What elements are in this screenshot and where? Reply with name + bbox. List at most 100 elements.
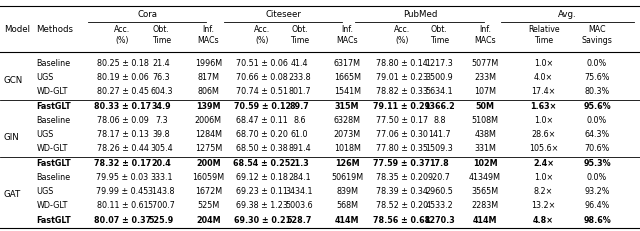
Text: 1.0×: 1.0× — [534, 116, 554, 125]
Text: MAC
Savings: MAC Savings — [582, 25, 612, 45]
Text: 79.01 ± 0.23: 79.01 ± 0.23 — [376, 73, 428, 82]
Text: 21.4: 21.4 — [152, 59, 170, 68]
Text: 68.54 ± 0.25: 68.54 ± 0.25 — [234, 159, 291, 168]
Text: Obt.
Time: Obt. Time — [430, 25, 449, 45]
Text: 1018M: 1018M — [334, 144, 360, 153]
Text: Inf.
MACs: Inf. MACs — [198, 25, 219, 45]
Text: 79.95 ± 0.03: 79.95 ± 0.03 — [97, 173, 148, 182]
Text: 8.8: 8.8 — [433, 116, 445, 125]
Text: 5077M: 5077M — [472, 59, 499, 68]
Text: 79.99 ± 0.45: 79.99 ± 0.45 — [97, 187, 148, 196]
Text: 305.4: 305.4 — [150, 144, 173, 153]
Text: WD-GLT: WD-GLT — [36, 144, 68, 153]
Text: 5634.1: 5634.1 — [426, 87, 453, 96]
Text: 1665M: 1665M — [333, 73, 361, 82]
Text: 34.9: 34.9 — [152, 102, 171, 111]
Text: 8.2×: 8.2× — [534, 187, 554, 196]
Text: 568M: 568M — [336, 201, 358, 210]
Text: 2.4×: 2.4× — [533, 159, 554, 168]
Text: 839M: 839M — [336, 187, 358, 196]
Text: 21.3: 21.3 — [290, 159, 309, 168]
Text: 801.7: 801.7 — [288, 87, 311, 96]
Text: 126M: 126M — [335, 159, 360, 168]
Text: 78.80 ± 0.14: 78.80 ± 0.14 — [376, 59, 428, 68]
Text: 16059M: 16059M — [192, 173, 225, 182]
Text: 200M: 200M — [196, 159, 221, 168]
Text: UGS: UGS — [36, 187, 54, 196]
Text: Acc.
(%): Acc. (%) — [254, 25, 270, 45]
Text: Baseline: Baseline — [36, 116, 70, 125]
Text: GIN: GIN — [4, 133, 20, 142]
Text: 61.0: 61.0 — [291, 130, 308, 139]
Text: 13.2×: 13.2× — [531, 201, 556, 210]
Text: 17.4×: 17.4× — [531, 87, 556, 96]
Text: 95.3%: 95.3% — [583, 159, 611, 168]
Text: 2006M: 2006M — [195, 116, 222, 125]
Text: 3565M: 3565M — [472, 187, 499, 196]
Text: 0.0%: 0.0% — [587, 173, 607, 182]
Text: 0.0%: 0.0% — [587, 59, 607, 68]
Text: 414M: 414M — [473, 216, 497, 225]
Text: Obt.
Time: Obt. Time — [290, 25, 309, 45]
Text: 204M: 204M — [196, 216, 221, 225]
Text: FastGLT: FastGLT — [36, 216, 71, 225]
Text: 1.0×: 1.0× — [534, 59, 554, 68]
Text: 78.06 ± 0.09: 78.06 ± 0.09 — [97, 116, 148, 125]
Text: 4533.2: 4533.2 — [426, 201, 453, 210]
Text: 80.07 ± 0.37: 80.07 ± 0.37 — [94, 216, 151, 225]
Text: 50619M: 50619M — [331, 173, 364, 182]
Text: 50M: 50M — [476, 102, 495, 111]
Text: 77.06 ± 0.30: 77.06 ± 0.30 — [376, 130, 428, 139]
Text: 141.7: 141.7 — [428, 130, 451, 139]
Text: 77.59 ± 0.37: 77.59 ± 0.37 — [373, 159, 431, 168]
Text: 78.26 ± 0.44: 78.26 ± 0.44 — [97, 144, 148, 153]
Text: WD-GLT: WD-GLT — [36, 201, 68, 210]
Text: Inf.
MACs: Inf. MACs — [474, 25, 496, 45]
Text: 95.6%: 95.6% — [583, 102, 611, 111]
Text: 68.47 ± 0.11: 68.47 ± 0.11 — [236, 116, 288, 125]
Text: 78.52 ± 0.20: 78.52 ± 0.20 — [376, 201, 428, 210]
Text: 333.1: 333.1 — [150, 173, 173, 182]
Text: 525M: 525M — [197, 201, 220, 210]
Text: FastGLT: FastGLT — [36, 102, 71, 111]
Text: 3434.1: 3434.1 — [286, 187, 313, 196]
Text: 4.8×: 4.8× — [533, 216, 554, 225]
Text: WD-GLT: WD-GLT — [36, 87, 68, 96]
Text: 68.50 ± 0.38: 68.50 ± 0.38 — [236, 144, 288, 153]
Text: 78.35 ± 0.20: 78.35 ± 0.20 — [376, 173, 428, 182]
Text: 78.39 ± 0.34: 78.39 ± 0.34 — [376, 187, 428, 196]
Text: 525.9: 525.9 — [148, 216, 174, 225]
Text: 8.6: 8.6 — [293, 116, 306, 125]
Text: 3500.9: 3500.9 — [426, 73, 453, 82]
Text: 2960.5: 2960.5 — [426, 187, 453, 196]
Text: 1270.3: 1270.3 — [424, 216, 455, 225]
Text: Model: Model — [4, 25, 30, 34]
Text: 4.0×: 4.0× — [534, 73, 554, 82]
Text: 69.38 ± 1.23: 69.38 ± 1.23 — [236, 201, 288, 210]
Text: 284.1: 284.1 — [288, 173, 311, 182]
Text: 80.19 ± 0.06: 80.19 ± 0.06 — [97, 73, 148, 82]
Text: 89.7: 89.7 — [290, 102, 309, 111]
Text: 5108M: 5108M — [472, 116, 499, 125]
Text: 5700.7: 5700.7 — [147, 201, 175, 210]
Text: 78.56 ± 0.68: 78.56 ± 0.68 — [373, 216, 431, 225]
Text: 1.0×: 1.0× — [534, 173, 554, 182]
Text: 414M: 414M — [335, 216, 360, 225]
Text: 93.2%: 93.2% — [584, 187, 610, 196]
Text: GAT: GAT — [4, 190, 21, 199]
Text: 438M: 438M — [474, 130, 496, 139]
Text: 102M: 102M — [473, 159, 497, 168]
Text: 6328M: 6328M — [333, 116, 361, 125]
Text: Citeseer: Citeseer — [265, 10, 301, 19]
Text: 69.30 ± 0.21: 69.30 ± 0.21 — [234, 216, 291, 225]
Text: PubMed: PubMed — [403, 10, 437, 19]
Text: Acc.
(%): Acc. (%) — [394, 25, 410, 45]
Text: 28.6×: 28.6× — [531, 130, 556, 139]
Text: 233.8: 233.8 — [288, 73, 311, 82]
Text: 75.6%: 75.6% — [584, 73, 610, 82]
Text: Relative
Time: Relative Time — [528, 25, 559, 45]
Text: 105.6×: 105.6× — [529, 144, 558, 153]
Text: 1366.2: 1366.2 — [424, 102, 455, 111]
Text: Avg.: Avg. — [558, 10, 577, 19]
Text: UGS: UGS — [36, 73, 54, 82]
